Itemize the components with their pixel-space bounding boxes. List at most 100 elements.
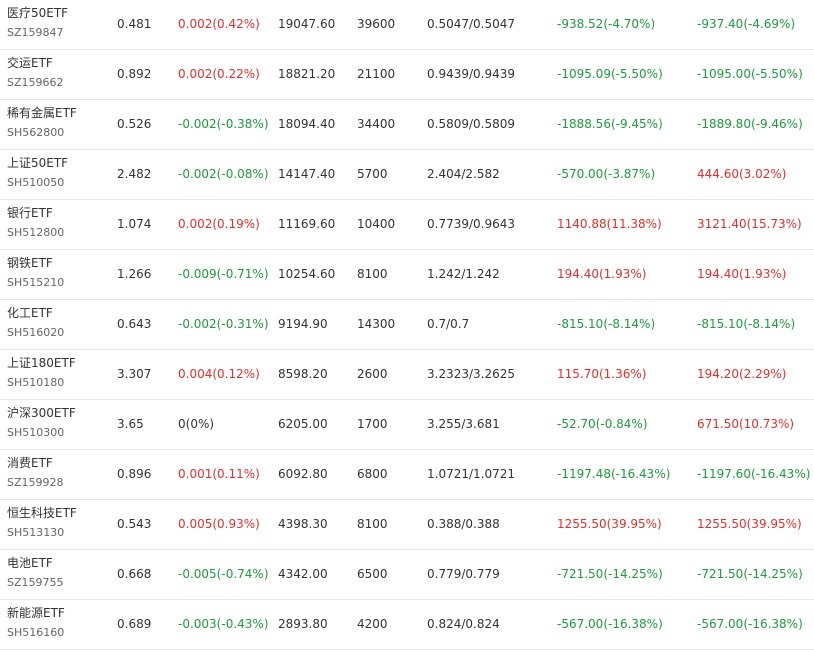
table-row[interactable]: 沪深300ETF SH510300 3.65 0(0%) 6205.00 170… [0, 400, 814, 450]
etf-code: SH516020 [7, 326, 65, 339]
latest-price: 0.526 [117, 117, 152, 131]
etf-code: SZ159847 [7, 26, 64, 39]
market-value: 14147.40 [278, 167, 336, 181]
etf-name[interactable]: 上证180ETF [7, 356, 76, 370]
cost-price: 1.242/1.242 [427, 267, 500, 281]
total-pnl: 194.20(2.29%) [697, 367, 787, 381]
table-row[interactable]: 稀有金属ETF SH562800 0.526 -0.002(-0.38%) 18… [0, 100, 814, 150]
table-row[interactable]: 上证50ETF SH510050 2.482 -0.002(-0.08%) 14… [0, 150, 814, 200]
market-value: 19047.60 [278, 17, 336, 31]
price-change: -0.009(-0.71%) [178, 267, 269, 281]
price-change: 0(0%) [178, 417, 215, 431]
total-pnl: 671.50(10.73%) [697, 417, 795, 431]
etf-name-cell[interactable]: 上证180ETF SH510180 [7, 354, 76, 392]
etf-name-cell[interactable]: 上证50ETF SH510050 [7, 154, 68, 192]
cost-price: 0.7/0.7 [427, 317, 470, 331]
etf-name-cell[interactable]: 电池ETF SZ159755 [7, 554, 64, 592]
position-pnl: 194.40(1.93%) [557, 267, 647, 281]
etf-name-cell[interactable]: 交运ETF SZ159662 [7, 54, 64, 92]
table-row[interactable]: 化工ETF SH516020 0.643 -0.002(-0.31%) 9194… [0, 300, 814, 350]
position-pnl: 115.70(1.36%) [557, 367, 647, 381]
etf-name-cell[interactable]: 银行ETF SH512800 [7, 204, 64, 242]
total-pnl: 194.40(1.93%) [697, 267, 787, 281]
total-pnl: -815.10(-8.14%) [697, 317, 796, 331]
price-change: 0.005(0.93%) [178, 517, 260, 531]
position-pnl: -567.00(-16.38%) [557, 617, 663, 631]
position-pnl: -1888.56(-9.45%) [557, 117, 663, 131]
table-row[interactable]: 银行ETF SH512800 1.074 0.002(0.19%) 11169.… [0, 200, 814, 250]
etf-name[interactable]: 消费ETF [7, 456, 53, 470]
total-pnl: -567.00(-16.38%) [697, 617, 803, 631]
latest-price: 0.896 [117, 467, 152, 481]
market-value: 8598.20 [278, 367, 328, 381]
latest-price: 0.543 [117, 517, 152, 531]
price-change: -0.002(-0.08%) [178, 167, 269, 181]
etf-name-cell[interactable]: 化工ETF SH516020 [7, 304, 64, 342]
etf-name-cell[interactable]: 钢铁ETF SH515210 [7, 254, 64, 292]
etf-name[interactable]: 新能源ETF [7, 606, 65, 620]
cost-price: 0.7739/0.9643 [427, 217, 516, 231]
total-pnl: -1095.00(-5.50%) [697, 67, 803, 81]
etf-name-cell[interactable]: 消费ETF SZ159928 [7, 454, 64, 492]
etf-code: SH510300 [7, 426, 65, 439]
cost-price: 2.404/2.582 [427, 167, 500, 181]
etf-name-cell[interactable]: 新能源ETF SH516160 [7, 604, 65, 642]
latest-price: 0.643 [117, 317, 152, 331]
price-change: -0.002(-0.38%) [178, 117, 269, 131]
etf-name-cell[interactable]: 恒生科技ETF SH513130 [7, 504, 77, 542]
table-row[interactable]: 电池ETF SZ159755 0.668 -0.005(-0.74%) 4342… [0, 550, 814, 600]
etf-name[interactable]: 化工ETF [7, 306, 53, 320]
position-shares: 14300 [357, 317, 396, 331]
position-shares: 4200 [357, 617, 388, 631]
etf-name[interactable]: 交运ETF [7, 56, 53, 70]
position-shares: 2600 [357, 367, 388, 381]
position-pnl: -938.52(-4.70%) [557, 17, 656, 31]
position-pnl: 1255.50(39.95%) [557, 517, 662, 531]
total-pnl: -1197.60(-16.43%) [697, 467, 811, 481]
position-shares: 8100 [357, 267, 388, 281]
position-shares: 10400 [357, 217, 396, 231]
etf-name[interactable]: 稀有金属ETF [7, 106, 77, 120]
table-row[interactable]: 上证180ETF SH510180 3.307 0.004(0.12%) 859… [0, 350, 814, 400]
table-row[interactable]: 新能源ETF SH516160 0.689 -0.003(-0.43%) 289… [0, 600, 814, 650]
market-value: 9194.90 [278, 317, 328, 331]
latest-price: 3.307 [117, 367, 152, 381]
etf-name[interactable]: 上证50ETF [7, 156, 69, 170]
etf-name-cell[interactable]: 沪深300ETF SH510300 [7, 404, 76, 442]
market-value: 6205.00 [278, 417, 328, 431]
table-row[interactable]: 交运ETF SZ159662 0.892 0.002(0.22%) 18821.… [0, 50, 814, 100]
etf-code: SZ159662 [7, 76, 64, 89]
etf-name[interactable]: 医疗50ETF [7, 6, 69, 20]
price-change: -0.005(-0.74%) [178, 567, 269, 581]
total-pnl: 3121.40(15.73%) [697, 217, 802, 231]
etf-code: SZ159755 [7, 576, 64, 589]
table-row[interactable]: 消费ETF SZ159928 0.896 0.001(0.11%) 6092.8… [0, 450, 814, 500]
etf-name-cell[interactable]: 稀有金属ETF SH562800 [7, 104, 77, 142]
cost-price: 0.824/0.824 [427, 617, 500, 631]
etf-name-cell[interactable]: 医疗50ETF SZ159847 [7, 4, 68, 42]
etf-name[interactable]: 电池ETF [7, 556, 53, 570]
etf-code: SH512800 [7, 226, 65, 239]
latest-price: 3.65 [117, 417, 144, 431]
table-row[interactable]: 医疗50ETF SZ159847 0.481 0.002(0.42%) 1904… [0, 0, 814, 50]
cost-price: 0.9439/0.9439 [427, 67, 516, 81]
market-value: 4398.30 [278, 517, 328, 531]
latest-price: 0.689 [117, 617, 152, 631]
position-pnl: 1140.88(11.38%) [557, 217, 662, 231]
position-shares: 5700 [357, 167, 388, 181]
total-pnl: -1889.80(-9.46%) [697, 117, 803, 131]
etf-code: SH515210 [7, 276, 65, 289]
cost-price: 0.388/0.388 [427, 517, 500, 531]
etf-name[interactable]: 沪深300ETF [7, 406, 76, 420]
table-row[interactable]: 恒生科技ETF SH513130 0.543 0.005(0.93%) 4398… [0, 500, 814, 550]
latest-price: 1.266 [117, 267, 152, 281]
position-shares: 39600 [357, 17, 396, 31]
etf-name[interactable]: 恒生科技ETF [7, 506, 77, 520]
etf-name[interactable]: 银行ETF [7, 206, 53, 220]
etf-name[interactable]: 钢铁ETF [7, 256, 53, 270]
market-value: 2893.80 [278, 617, 328, 631]
market-value: 10254.60 [278, 267, 336, 281]
table-row[interactable]: 钢铁ETF SH515210 1.266 -0.009(-0.71%) 1025… [0, 250, 814, 300]
etf-code: SH513130 [7, 526, 65, 539]
